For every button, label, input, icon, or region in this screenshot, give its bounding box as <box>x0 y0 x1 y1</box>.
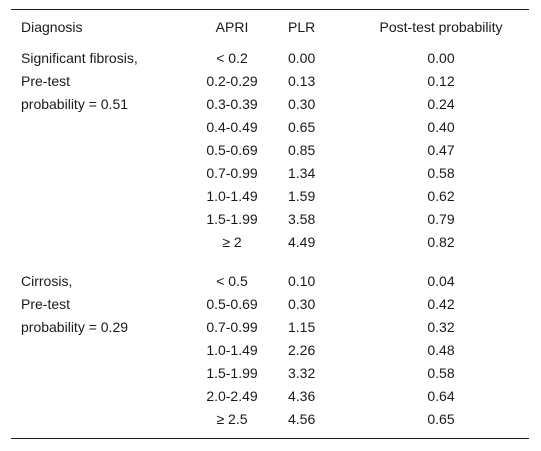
plr-cell: 0.30 <box>288 96 316 112</box>
apri-cell: 2.0-2.49 <box>206 388 258 404</box>
table-row: 0.2-0.29 0.13 0.12 <box>11 70 529 93</box>
bottom-rule <box>11 438 529 439</box>
apri-cell: 0.2-0.29 <box>206 73 258 89</box>
post-cell: 0.82 <box>427 234 455 250</box>
plr-cell: 4.56 <box>288 411 316 427</box>
table-row: < 0.2 0.00 0.00 <box>11 47 529 70</box>
table-row: 0.3-0.39 0.30 0.24 <box>11 93 529 116</box>
table-row: 0.7-0.99 1.15 0.32 <box>11 316 529 339</box>
post-cell: 0.79 <box>427 211 455 227</box>
group-label-line: probability = 0.29 <box>21 319 129 335</box>
table-row: 2.0-2.49 4.36 0.64 <box>11 385 529 408</box>
apri-cell: 0.4-0.49 <box>206 119 258 135</box>
post-cell: 0.64 <box>427 388 455 404</box>
table-header: Diagnosis APRI PLR Post-test probability <box>11 10 529 45</box>
post-cell: 0.42 <box>427 296 455 312</box>
plr-cell: 0.30 <box>288 296 316 312</box>
group-label-line: probability = 0.51 <box>21 96 129 112</box>
apri-cell: < 0.2 <box>216 50 248 66</box>
table-row: 1.5-1.99 3.32 0.58 <box>11 362 529 385</box>
table-row: 1.5-1.99 3.58 0.79 <box>11 208 529 231</box>
post-cell: 0.65 <box>427 411 455 427</box>
group-label: Cirrosis, Pre-test probability = 0.29 <box>21 270 128 339</box>
plr-cell: 0.13 <box>288 73 316 89</box>
table-row: ≥ 2.5 4.56 0.65 <box>11 408 529 431</box>
plr-cell: 3.32 <box>288 365 316 381</box>
apri-cell: 0.7-0.99 <box>206 319 258 335</box>
post-cell: 0.24 <box>427 96 455 112</box>
apri-cell: 1.5-1.99 <box>206 211 258 227</box>
apri-cell: 0.5-0.69 <box>206 296 258 312</box>
table-row: ≥ 2 4.49 0.82 <box>11 231 529 254</box>
header-apri: APRI <box>215 19 249 35</box>
apri-cell: 0.5-0.69 <box>206 142 258 158</box>
post-cell: 0.04 <box>427 273 455 289</box>
plr-cell: 0.85 <box>288 142 316 158</box>
top-rule <box>11 9 529 10</box>
group-label-line: Pre-test <box>21 73 71 89</box>
plr-cell: 0.65 <box>288 119 316 135</box>
post-cell: 0.12 <box>427 73 455 89</box>
table-row: < 0.5 0.10 0.04 <box>11 270 529 293</box>
group-label-line: Pre-test <box>21 296 71 312</box>
group-significant-fibrosis: Significant fibrosis, Pre-test probabili… <box>11 47 529 254</box>
apri-cell: 1.0-1.49 <box>206 342 258 358</box>
apri-cell: < 0.5 <box>216 273 248 289</box>
table-body: Significant fibrosis, Pre-test probabili… <box>11 45 529 438</box>
plr-cell: 0.00 <box>288 50 316 66</box>
data-table: Diagnosis APRI PLR Post-test probability… <box>11 9 529 439</box>
post-cell: 0.62 <box>427 188 455 204</box>
table-row: 1.0-1.49 1.59 0.62 <box>11 185 529 208</box>
post-cell: 0.00 <box>427 50 455 66</box>
header-post-test-probability: Post-test probability <box>379 19 503 35</box>
group-label-line: Significant fibrosis, <box>21 50 138 66</box>
post-cell: 0.58 <box>427 165 455 181</box>
post-cell: 0.58 <box>427 365 455 381</box>
plr-cell: 0.10 <box>288 273 316 289</box>
plr-cell: 4.36 <box>288 388 316 404</box>
post-cell: 0.48 <box>427 342 455 358</box>
group-cirrosis: Cirrosis, Pre-test probability = 0.29 < … <box>11 270 529 431</box>
plr-cell: 4.49 <box>288 234 316 250</box>
apri-cell: 0.7-0.99 <box>206 165 258 181</box>
apri-cell: ≥ 2.5 <box>216 411 248 427</box>
post-cell: 0.47 <box>427 142 455 158</box>
header-plr: PLR <box>288 19 316 35</box>
group-label-line: Cirrosis, <box>21 273 73 289</box>
plr-cell: 1.34 <box>288 165 316 181</box>
plr-cell: 1.15 <box>288 319 316 335</box>
table-row: 0.5-0.69 0.30 0.42 <box>11 293 529 316</box>
apri-cell: ≥ 2 <box>222 234 242 250</box>
apri-cell: 1.0-1.49 <box>206 188 258 204</box>
table-row: 0.7-0.99 1.34 0.58 <box>11 162 529 185</box>
post-cell: 0.32 <box>427 319 455 335</box>
group-label: Significant fibrosis, Pre-test probabili… <box>21 47 138 116</box>
post-cell: 0.40 <box>427 119 455 135</box>
apri-cell: 1.5-1.99 <box>206 365 258 381</box>
table-row: 0.5-0.69 0.85 0.47 <box>11 139 529 162</box>
plr-cell: 1.59 <box>288 188 316 204</box>
apri-cell: 0.3-0.39 <box>206 96 258 112</box>
table-row: 1.0-1.49 2.26 0.48 <box>11 339 529 362</box>
plr-cell: 3.58 <box>288 211 316 227</box>
table-row: 0.4-0.49 0.65 0.40 <box>11 116 529 139</box>
header-diagnosis: Diagnosis <box>21 19 83 35</box>
plr-cell: 2.26 <box>288 342 316 358</box>
